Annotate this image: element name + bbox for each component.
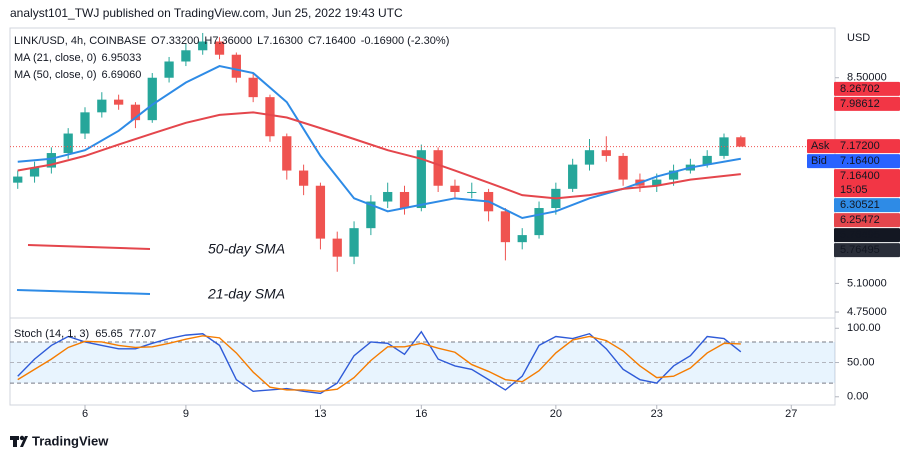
x-tick-label: 23 [651,408,663,420]
price-label-box [834,198,900,213]
y-tick-label: 0.00 [847,391,868,403]
stoch-line [17,335,741,393]
y-tick-label: 4.75000 [847,306,887,318]
candle-body [517,235,527,243]
price-label: 7.16400 [840,170,880,182]
candle-body [652,179,662,186]
candle-body [618,155,628,180]
candle-body [668,170,679,180]
ma-legend: MA (21, close, 0) [14,52,97,64]
candle-body [29,167,40,177]
price-label-box [834,81,900,96]
tv-logo [10,435,28,447]
symbol-title: LINK/USD, 4h, COINBASE [14,35,146,47]
candle-body [164,61,174,78]
footer-brand: TradingView [32,433,109,448]
price-label: 7.98612 [840,98,880,110]
annotation-text: 21-day SMA [207,286,285,302]
price-label-box [834,243,900,258]
candle-body [147,77,157,121]
ohlc-label: H7.36000 [204,35,252,47]
candle-body [63,133,73,154]
price-label: 8.26702 [840,83,880,95]
candle-body [80,112,90,134]
stoch-value: 77.07 [129,328,157,340]
candle-body [214,41,225,55]
candle-body [97,99,107,113]
candle-body [46,153,56,168]
annotation-text: 50-day SMA [208,241,285,257]
price-label: 7.17200 [840,140,880,152]
y-tick-label: 50.00 [847,356,875,368]
x-tick-label: 6 [82,408,88,420]
price-label-box [807,154,900,169]
header: analyst101_TWJ published on TradingView.… [10,6,403,20]
price-label: 6.30521 [840,199,880,211]
candle-body [130,104,141,121]
candle-body [450,185,460,192]
candle-body [702,155,712,165]
candle-body [383,191,393,202]
candle-body [13,176,23,183]
moving-average [17,111,741,200]
ma-value: 6.69060 [102,69,142,81]
stoch-value: 65.65 [95,328,123,340]
price-label: 7.16400 [840,155,880,167]
candle-body [366,201,376,229]
candle-body [114,99,124,105]
x-tick-label: 9 [183,408,189,420]
x-tick-label: 20 [550,408,562,420]
ohlc-label: C7.16400 [308,35,356,47]
candle-body [416,150,426,209]
price-label: 5.76495 [840,229,880,241]
y-tick-label: 100.00 [847,322,881,334]
price-label: 5.76495 [840,244,880,256]
y-tick-label: 5.10000 [847,277,887,289]
price-label-tag: Bid [811,155,827,167]
candle-body [248,77,258,98]
candle-body [265,97,275,137]
candle-body [332,238,342,257]
x-tick-label: 27 [785,408,797,420]
currency-label: USD [847,32,870,44]
candle-body [467,191,477,193]
ohlc-label: L7.16300 [257,35,303,47]
moving-average [17,65,742,220]
candle-body [500,211,511,243]
price-label-tag: Ask [811,140,830,152]
price-label-box [834,228,900,243]
candle-body [736,137,746,147]
x-tick-label: 13 [314,408,326,420]
annotation-line [16,289,151,295]
candle-body [231,54,241,78]
ohlc-label: O7.33200 [151,35,199,47]
y-tick-label: 8.50000 [847,72,887,84]
price-label-box [834,96,900,111]
x-tick-label: 16 [415,408,427,420]
candle-body [181,50,191,62]
ma-value: 6.95033 [102,52,142,64]
candle-body [534,208,544,236]
candle-body [584,150,595,165]
price-label: 6.25472 [840,214,880,226]
price-label-box [834,169,900,198]
candle-body [399,191,410,209]
candle-body [198,41,208,51]
stoch-title: Stoch (14, 1, 3) [14,328,89,340]
candle-body [349,228,359,257]
annotation-line [27,244,151,250]
candle-body [315,185,326,239]
price-label-box [834,213,900,228]
candle-body [282,136,292,171]
candle-body [433,150,443,186]
ma-legend: MA (50, close, 0) [14,69,97,81]
candle-body [298,170,309,186]
price-label-box [807,139,900,154]
candle-body [568,164,578,189]
candle-body [601,150,611,156]
price-countdown: 15:05 [840,184,868,196]
ohlc-label: -0.16900 (-2.30%) [361,35,450,47]
